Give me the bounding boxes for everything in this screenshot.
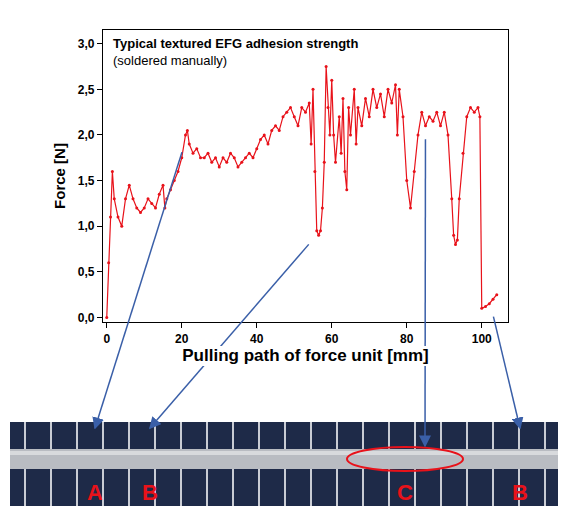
svg-text:100: 100 [472,332,492,346]
svg-text:3,0: 3,0 [78,37,95,51]
svg-text:B: B [512,480,528,505]
svg-text:1,5: 1,5 [78,174,95,188]
svg-text:40: 40 [250,332,264,346]
svg-text:B: B [142,480,158,505]
svg-text:0,5: 0,5 [78,265,95,279]
svg-text:C: C [397,480,413,505]
svg-text:0: 0 [103,332,110,346]
svg-text:Typical textured EFG adhesion: Typical textured EFG adhesion strength(s… [113,36,358,68]
svg-text:80: 80 [400,332,414,346]
svg-text:A: A [87,480,103,505]
svg-text:0,0: 0,0 [78,311,95,325]
svg-text:2,0: 2,0 [78,128,95,142]
svg-text:Force [N]: Force [N] [51,143,68,209]
svg-text:2,5: 2,5 [78,83,95,97]
svg-text:20: 20 [175,332,189,346]
svg-text:60: 60 [325,332,339,346]
html-text:Pulling path of force unit [mm: Pulling path of force unit [mm] [182,346,429,365]
svg-text:1,0: 1,0 [78,219,95,233]
